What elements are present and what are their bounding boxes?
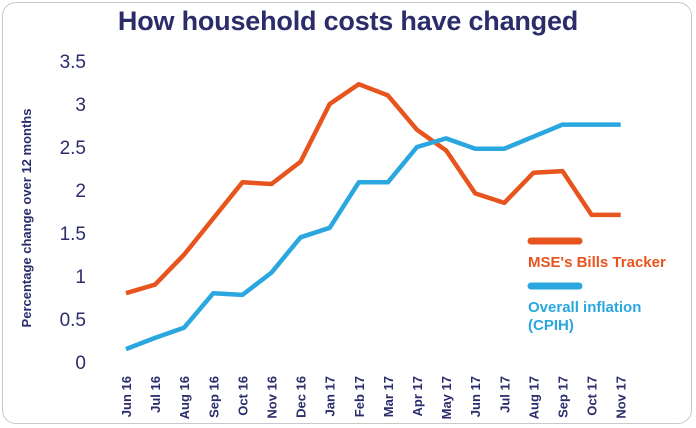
x-tick-label: Nov 16 (265, 376, 280, 419)
y-tick-label: 0.5 (60, 310, 86, 331)
x-tick-label: Dec 16 (294, 376, 309, 418)
legend: MSE's Bills Tracker Overall inflation(CPI… (527, 237, 666, 334)
legend-label-1: (CPIH) (528, 317, 574, 334)
x-tick-label: Sep 16 (206, 376, 221, 418)
y-tick-label: 1 (75, 267, 86, 288)
chart-frame (2, 2, 692, 424)
x-tick-labels: Jun 16 Jul 16 Aug 16 Sep 16 Oct 16 Nov 16 Dec … (119, 376, 629, 419)
y-tick-labels: 0 0.5 1 1.5 2 2.5 3 3.5 (60, 52, 86, 374)
y-tick-label: 3.5 (60, 52, 86, 73)
legend-label-1: Overall inflation (528, 299, 641, 316)
x-tick-label: Apr 17 (410, 376, 425, 416)
x-tick-label: Feb 17 (352, 376, 367, 417)
x-tick-label: Sep 17 (556, 376, 571, 418)
y-tick-label: 2 (75, 181, 86, 202)
y-tick-label: 2.5 (60, 138, 86, 159)
x-tick-label: May 17 (439, 376, 454, 419)
x-tick-label: Oct 17 (585, 376, 600, 416)
y-tick-label: 0 (75, 353, 86, 374)
x-tick-label: Mar 17 (381, 376, 396, 417)
y-tick-label: 1.5 (60, 224, 86, 245)
y-tick-label: 3 (75, 95, 86, 116)
x-tick-label: Oct 16 (235, 376, 250, 416)
series-lines (125, 81, 621, 352)
x-tick-label: Jun 16 (119, 376, 134, 417)
chart-title: How household costs have changed (117, 6, 579, 36)
x-tick-label: Jul 17 (497, 376, 512, 413)
x-tick-label: Jul 16 (148, 376, 163, 413)
series-line-0 (125, 81, 621, 296)
legend-label-0: MSE's Bills Tracker (528, 254, 666, 271)
x-tick-label: Nov 17 (614, 376, 629, 419)
x-tick-label: Aug 16 (177, 376, 192, 419)
series-line-1 (125, 122, 621, 352)
x-tick-label: Aug 17 (526, 376, 541, 419)
y-axis-label: Percentage change over 12 months (19, 109, 34, 328)
x-tick-label: Jun 17 (468, 376, 483, 417)
x-tick-label: Jan 17 (323, 376, 338, 416)
